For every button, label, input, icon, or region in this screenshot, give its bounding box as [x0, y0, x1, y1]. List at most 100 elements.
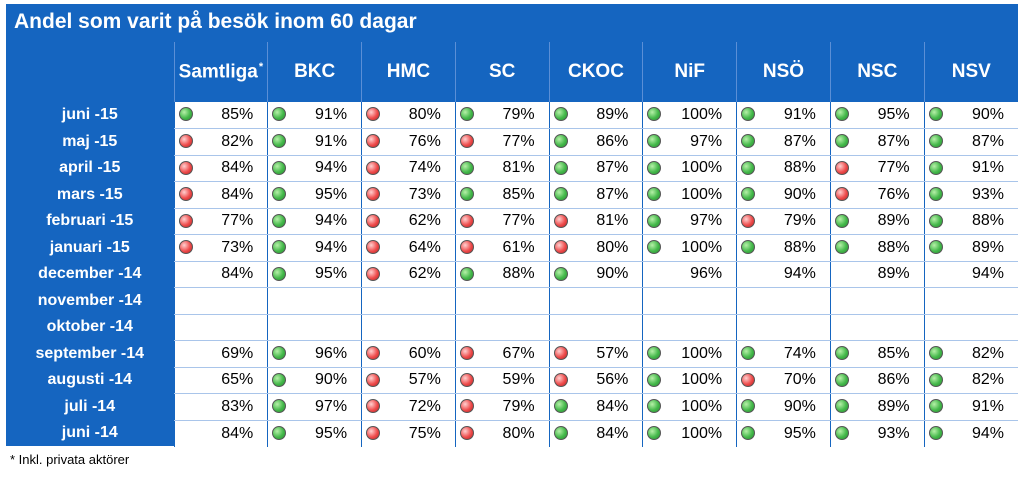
table-cell: 74%: [736, 340, 831, 368]
table-cell: [361, 314, 456, 341]
table-cell: 89%: [548, 102, 643, 129]
table-cell: 91%: [736, 102, 831, 129]
red-status-dot-icon: [178, 160, 193, 175]
table-cell: 82%: [923, 340, 1018, 368]
table-cell: 87%: [736, 128, 831, 156]
cell-value: 73%: [408, 185, 441, 203]
red-status-dot-icon: [459, 240, 474, 254]
green-status-dot-icon: [928, 240, 943, 254]
green-status-dot-icon: [272, 240, 287, 254]
red-status-dot-icon: [459, 134, 474, 148]
green-status-dot-icon: [741, 425, 756, 440]
table-cell: 79%: [736, 208, 831, 235]
table-cell: 100%: [642, 393, 737, 421]
green-status-dot-icon: [272, 134, 287, 148]
table-cell: 62%: [361, 261, 456, 288]
cell-value: 57%: [408, 371, 441, 389]
table-cell: 62%: [361, 208, 456, 235]
cell-value: 72%: [408, 397, 441, 415]
column-header-label: Samtliga: [178, 61, 258, 83]
table-cell: 100%: [642, 420, 737, 447]
table-cell: 67%: [454, 340, 550, 368]
green-status-dot-icon: [647, 346, 662, 360]
chart-title: Andel som varit på besök inom 60 dagar: [14, 10, 417, 33]
table-cell: 94%: [923, 420, 1018, 447]
green-status-dot-icon: [928, 399, 943, 413]
column-header: SC: [454, 42, 550, 102]
table-cell: 84%: [173, 155, 268, 182]
cell-value: 89%: [877, 212, 910, 230]
table-cell: 88%: [923, 208, 1018, 235]
cell-value: 94%: [315, 159, 348, 177]
cell-value: 100%: [681, 159, 723, 177]
cell-value: 94%: [315, 238, 348, 256]
table-cell: [361, 287, 456, 315]
table-cell: 73%: [361, 181, 456, 209]
table-cell: 97%: [267, 393, 362, 421]
cell-value: 91%: [783, 106, 816, 123]
cell-value: 59%: [502, 371, 535, 389]
table-cell: 87%: [829, 128, 925, 156]
table-cell: 82%: [173, 128, 268, 156]
cell-value: 70%: [783, 371, 816, 389]
red-status-dot-icon: [366, 187, 381, 201]
cell-value: 94%: [315, 212, 348, 230]
table-cell: [923, 287, 1018, 315]
green-status-dot-icon: [178, 107, 193, 121]
row-label: oktober -14: [46, 318, 133, 336]
red-status-dot-icon: [553, 213, 568, 228]
table-cell: [642, 314, 737, 341]
green-status-dot-icon: [272, 266, 287, 281]
cell-value: 82%: [971, 371, 1004, 389]
column-header-label: NSÖ: [762, 61, 805, 82]
cell-value: 69%: [221, 344, 254, 362]
cell-value: 61%: [502, 238, 535, 256]
table-cell: 86%: [548, 128, 643, 156]
table-cell: 84%: [173, 181, 268, 209]
green-status-dot-icon: [834, 134, 849, 148]
red-status-dot-icon: [553, 346, 568, 360]
green-status-dot-icon: [741, 107, 756, 121]
cell-value: 74%: [783, 344, 816, 362]
green-status-dot-icon: [553, 134, 568, 148]
table-cell: [267, 314, 362, 341]
table-cell: 60%: [361, 340, 456, 368]
table-cell: 94%: [923, 261, 1018, 288]
table-cell: 85%: [173, 102, 268, 129]
table-cell: 97%: [642, 208, 737, 235]
cell-value: 93%: [971, 185, 1004, 203]
cell-value: 89%: [971, 238, 1004, 256]
table-cell: 90%: [267, 367, 362, 394]
cell-value: 85%: [877, 344, 910, 362]
cell-value: 87%: [877, 132, 910, 150]
table-cell: 88%: [829, 234, 925, 262]
cell-value: 91%: [315, 132, 348, 150]
table-cell: 96%: [642, 261, 737, 288]
cell-value: 88%: [783, 238, 816, 256]
green-status-dot-icon: [272, 425, 287, 440]
table-cell: 65%: [173, 367, 268, 394]
green-status-dot-icon: [834, 425, 849, 440]
table-cell: 76%: [829, 181, 925, 209]
table-cell: 93%: [923, 181, 1018, 209]
green-status-dot-icon: [741, 160, 756, 175]
cell-value: 62%: [408, 212, 441, 230]
red-status-dot-icon: [178, 187, 193, 201]
green-status-dot-icon: [647, 240, 662, 254]
column-header-label: BKC: [294, 61, 336, 82]
cell-value: 88%: [783, 159, 816, 177]
cell-value: 87%: [596, 185, 629, 203]
column-header: Samtliga*: [173, 42, 268, 102]
row-label: juni -14: [61, 424, 118, 442]
cell-value: 73%: [221, 238, 254, 256]
table-row: juli -14 83% 97% 72% 79% 84% 100% 90% 89% 91%: [6, 393, 1018, 421]
table-cell: 80%: [548, 234, 643, 262]
red-status-dot-icon: [459, 399, 474, 413]
red-status-dot-icon: [178, 213, 193, 228]
red-status-dot-icon: [366, 213, 381, 228]
table-row: september -14 69% 96% 60% 67% 57% 100% 74% 85% 82…: [6, 340, 1018, 368]
table-cell: [736, 314, 831, 341]
table-cell: 73%: [173, 234, 268, 262]
table-cell: 64%: [361, 234, 456, 262]
table-cell: 91%: [267, 128, 362, 156]
